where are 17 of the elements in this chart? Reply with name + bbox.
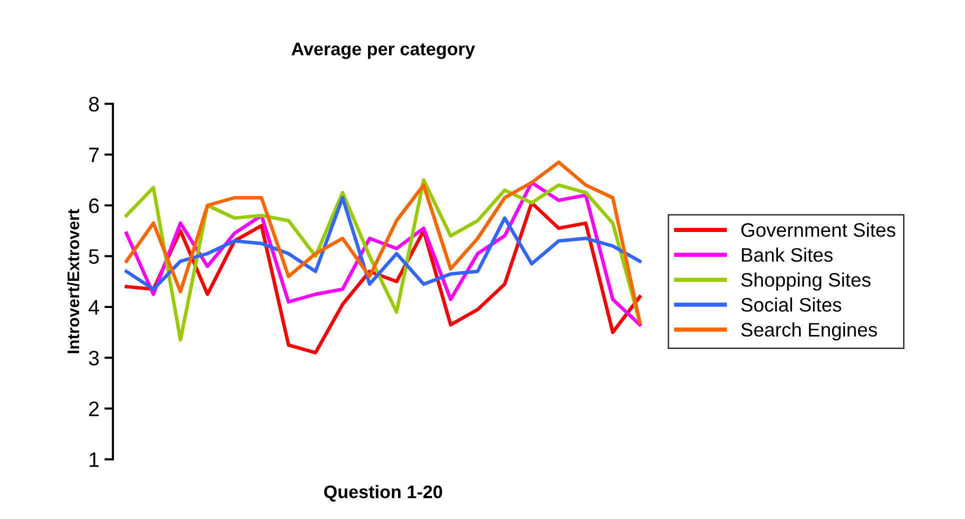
y-tick-label: 6	[89, 198, 99, 214]
y-tick-label: 3	[88, 350, 99, 366]
chart-title: Average per category	[292, 42, 476, 60]
y-tick-label: 2	[89, 402, 99, 416]
y-tick-label: 5	[88, 249, 99, 264]
y-tick-label: 1	[90, 452, 99, 467]
legend-label: Search Engines	[741, 322, 877, 340]
legend-label: Social Sites	[741, 297, 842, 312]
legend-label: Government Sites	[741, 222, 896, 237]
legend-label: Bank Sites	[742, 248, 833, 262]
x-axis-title: Question 1-20	[324, 485, 442, 502]
y-tick-label: 4	[88, 300, 100, 314]
y-tick-label: 8	[89, 96, 99, 112]
legend-label: Shopping Sites	[741, 272, 870, 291]
line-series	[124, 196, 642, 291]
y-axis-title: Introvert/Extrovert	[67, 209, 80, 354]
y-tick-label: 7	[89, 148, 99, 162]
